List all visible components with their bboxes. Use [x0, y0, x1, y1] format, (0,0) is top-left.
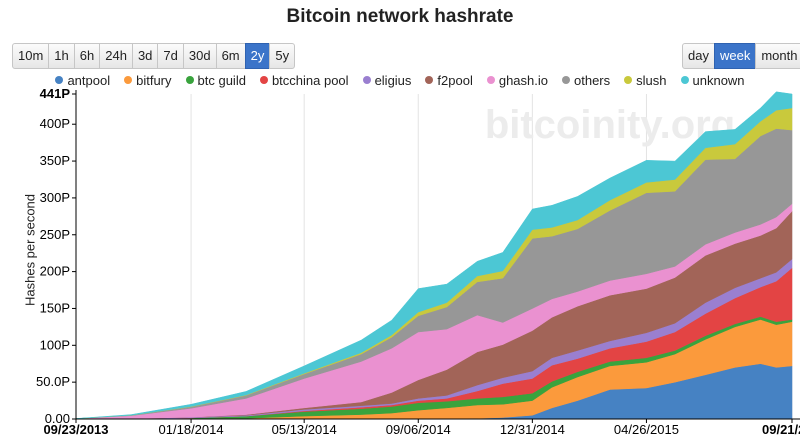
legend-label: slush [636, 72, 667, 88]
y-tick-label: 150P [40, 300, 70, 315]
legend-swatch [124, 76, 133, 84]
legend-label: antpool [67, 72, 111, 88]
legend-swatch [486, 76, 495, 84]
y-tick-label: 350P [40, 153, 70, 168]
legend-item-unknown[interactable]: unknown [680, 72, 745, 88]
y-tick-label: 250P [40, 227, 70, 242]
time-range-selector: 10m 1h 6h 24h 3d 7d 30d 6m 2y 5y [12, 43, 296, 69]
chart-title: Bitcoin network hashrate [286, 6, 514, 27]
range-button-3d[interactable]: 3d [131, 43, 159, 69]
legend-label: unknown [692, 72, 745, 88]
watermark: bitcoinity.org [485, 103, 735, 147]
legend-label: bitfury [136, 72, 172, 88]
legend-swatch [259, 76, 268, 84]
interval-button-day[interactable]: day [682, 43, 715, 69]
legend-item-btc-guild[interactable]: btc guild [185, 72, 246, 88]
legend-label: others [574, 72, 611, 88]
range-button-5y[interactable]: 5y [269, 43, 296, 69]
legend-label: btcchina pool [271, 72, 349, 88]
legend-label: f2pool [437, 72, 473, 88]
legend-item-btcchina-pool[interactable]: btcchina pool [259, 72, 349, 88]
y-tick-label: 50.0P [36, 374, 70, 389]
x-tick-label: 01/18/2014 [159, 422, 224, 437]
x-tick-label: 05/13/2014 [272, 422, 337, 437]
legend-swatch [624, 76, 633, 84]
legend-swatch [185, 76, 194, 84]
legend-swatch [680, 76, 689, 84]
legend-item-others[interactable]: others [562, 73, 610, 88]
y-tick-label: 400P [40, 116, 70, 131]
legend-swatch [562, 76, 570, 84]
legend-label: eligius [374, 72, 412, 88]
interval-button-week[interactable]: week [713, 43, 757, 69]
chart-legend: antpool bitfury btc guild btcchina pool elig… [0, 70, 800, 90]
legend-item-eligius[interactable]: eligius [362, 72, 412, 88]
interval-selector: day week month [682, 43, 800, 69]
x-tick-label: 09/06/2014 [386, 422, 451, 437]
range-button-6h[interactable]: 6h [73, 43, 101, 69]
legend-swatch [425, 76, 434, 84]
x-tick-label: 04/26/2015 [614, 422, 679, 437]
x-tick-label: 12/31/2014 [500, 422, 565, 437]
range-button-6m[interactable]: 6m [215, 43, 246, 69]
y-tick-label: 100P [40, 337, 70, 352]
y-tick-label: 200P [40, 264, 70, 279]
y-tick-label: 441P [40, 86, 71, 101]
legend-item-antpool[interactable]: antpool [55, 73, 110, 88]
x-tick-label: 09/23/2013 [43, 422, 108, 437]
legend-item-ghash-io[interactable]: ghash.io [486, 72, 548, 88]
y-tick-label: 0.00 [45, 411, 70, 426]
legend-item-slush[interactable]: slush [624, 72, 667, 88]
legend-label: btc guild [197, 72, 246, 88]
y-tick-label: 300P [40, 190, 70, 205]
x-tick-label: 09/21/2015 [762, 422, 800, 437]
legend-item-bitfury[interactable]: bitfury [124, 72, 172, 88]
legend-item-f2pool[interactable]: f2pool [425, 72, 473, 88]
legend-label: ghash.io [498, 72, 548, 88]
range-button-2y[interactable]: 2y [244, 43, 271, 69]
interval-button-month[interactable]: month [755, 43, 800, 69]
legend-swatch [55, 76, 64, 84]
legend-swatch [362, 76, 371, 84]
range-button-7d[interactable]: 7d [157, 43, 184, 69]
area-unknown[interactable] [75, 91, 793, 419]
